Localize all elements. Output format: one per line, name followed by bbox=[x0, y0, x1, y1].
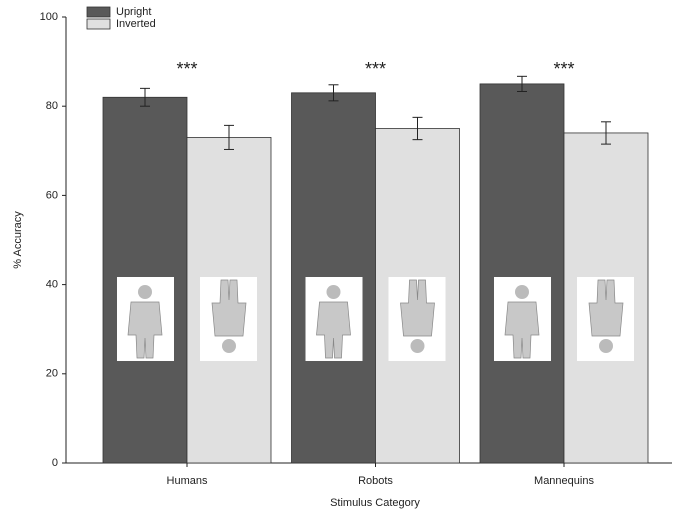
significance-annotation: *** bbox=[176, 59, 197, 79]
y-tick-label: 60 bbox=[46, 189, 58, 201]
legend-swatch bbox=[86, 18, 111, 30]
y-tick-label: 0 bbox=[52, 457, 58, 469]
figure-body bbox=[504, 301, 540, 359]
y-tick-label: 40 bbox=[46, 279, 58, 291]
figure-head bbox=[599, 339, 613, 353]
figure-head bbox=[138, 285, 152, 299]
y-tick-label: 20 bbox=[46, 368, 58, 380]
x-tick-label: Humans bbox=[167, 475, 208, 487]
figure-body bbox=[400, 279, 435, 337]
x-tick-label: Robots bbox=[358, 475, 393, 487]
figure-body bbox=[588, 279, 624, 337]
stimulus-image bbox=[494, 277, 551, 361]
figure-head bbox=[410, 339, 425, 353]
figure-head bbox=[515, 285, 529, 299]
y-tick-label: 80 bbox=[46, 100, 58, 112]
legend-label: Upright bbox=[116, 6, 151, 18]
stimulus-image bbox=[200, 277, 257, 361]
stimulus-image bbox=[117, 277, 174, 361]
significance-annotation: *** bbox=[553, 59, 574, 79]
figure-head bbox=[326, 285, 341, 299]
figure-body bbox=[127, 301, 163, 359]
x-tick-label: Mannequins bbox=[534, 475, 594, 487]
stimulus-image bbox=[577, 277, 634, 361]
stimulus-image bbox=[305, 277, 363, 361]
significance-annotation: *** bbox=[365, 59, 386, 79]
legend-swatch bbox=[86, 6, 111, 18]
figure-body bbox=[316, 301, 351, 359]
y-tick-label: 100 bbox=[40, 11, 58, 23]
bar bbox=[479, 83, 565, 464]
x-axis-title: Stimulus Category bbox=[330, 497, 420, 509]
legend-label: Inverted bbox=[116, 18, 156, 30]
y-axis-title: % Accuracy bbox=[12, 211, 24, 269]
figure-body bbox=[211, 279, 247, 337]
figure-head bbox=[222, 339, 236, 353]
stimulus-image bbox=[388, 277, 446, 361]
